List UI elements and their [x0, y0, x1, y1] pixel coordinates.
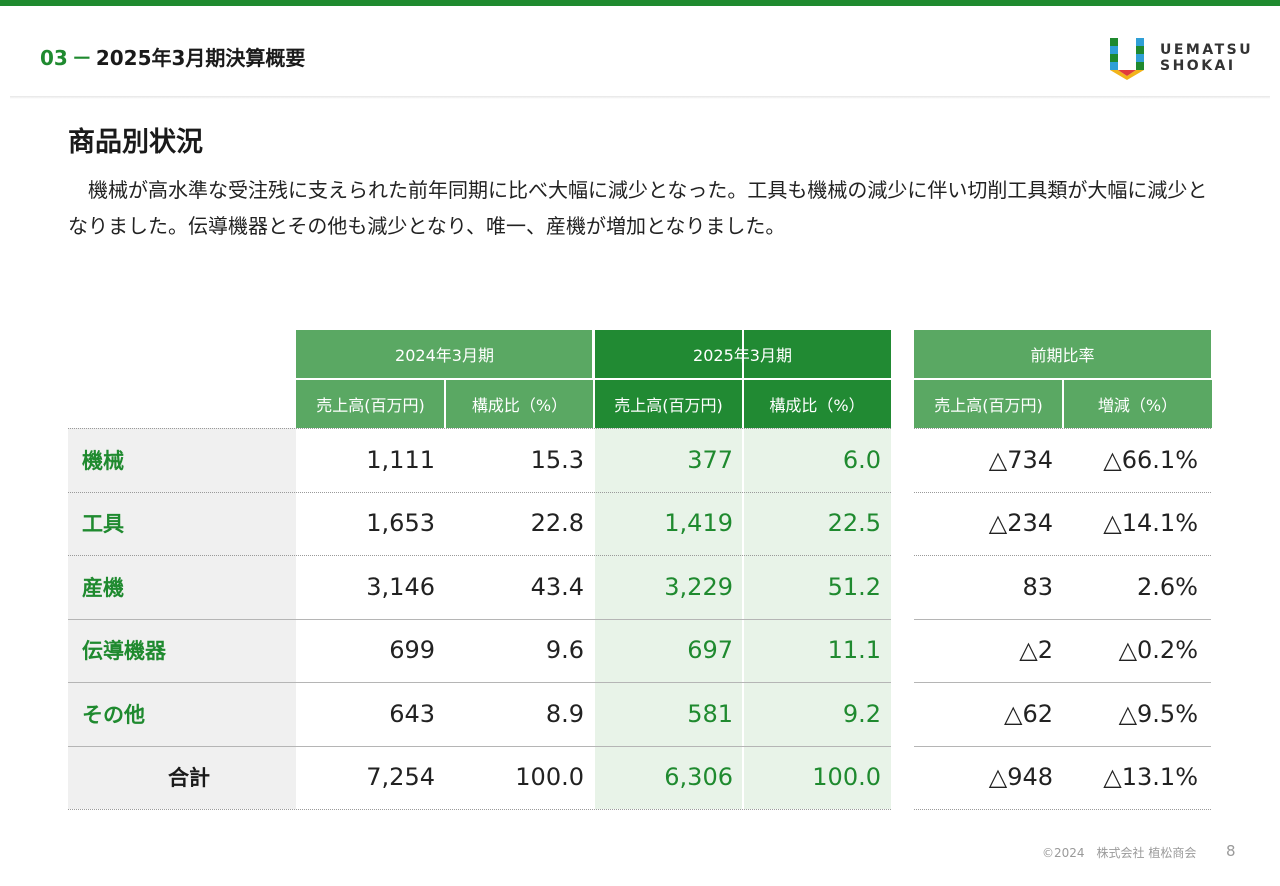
- table-cell: 1,419: [594, 491, 743, 555]
- header-gap: [594, 378, 891, 380]
- section-number: 03: [40, 46, 68, 70]
- table-cell: 699: [296, 618, 445, 682]
- column-separator: [593, 330, 595, 810]
- column-header: 増減（%）: [1063, 380, 1212, 428]
- row-divider: [68, 619, 891, 620]
- table-cell: 6.0: [743, 428, 891, 492]
- table-cell: △14.1%: [1063, 491, 1212, 555]
- slide-header: 03 － 2025年3月期決算概要 UEMATSU SHOKAI: [0, 6, 1280, 98]
- intro-paragraph: 機械が高水準な受注残に支えられた前年同期に比べ大幅に減少となった。工具も機械の減…: [68, 178, 1208, 238]
- logo-line-2: SHOKAI: [1160, 58, 1236, 74]
- top-accent-bar: [0, 0, 1280, 6]
- copyright-text: ©2024 株式会社 植松商会: [1042, 846, 1197, 860]
- table-cell: △2: [914, 618, 1063, 682]
- table-cell: 377: [594, 428, 743, 492]
- table-cell: 3,146: [296, 555, 445, 619]
- row-label: 伝導機器: [68, 618, 296, 682]
- page-heading: 商品別状況: [68, 127, 203, 158]
- row-label: 産機: [68, 555, 296, 619]
- company-logo: UEMATSU SHOKAI: [1110, 36, 1260, 82]
- table-cell: 22.8: [445, 491, 594, 555]
- row-divider: [914, 492, 1211, 493]
- table-cell: △66.1%: [1063, 428, 1212, 492]
- column-header: 構成比（%）: [445, 380, 594, 428]
- section-title: 03 － 2025年3月期決算概要: [40, 42, 305, 71]
- header-gap: [296, 378, 593, 380]
- table-cell: △62: [914, 682, 1063, 746]
- group-header-ratio: 前期比率: [914, 330, 1211, 378]
- header-gap: [914, 378, 1211, 380]
- table-cell: 22.5: [743, 491, 891, 555]
- total-row-label: 合計: [68, 745, 296, 809]
- section-dash: －: [71, 46, 92, 70]
- row-divider: [914, 428, 1211, 429]
- row-divider: [68, 555, 891, 556]
- group-header-2024: 2024年3月期: [296, 330, 593, 378]
- header-separator: [592, 330, 594, 378]
- row-label: その他: [68, 682, 296, 746]
- row-divider: [68, 492, 891, 493]
- row-divider: [914, 809, 1211, 810]
- table-cell: △734: [914, 428, 1063, 492]
- table-cell: 6,306: [594, 745, 743, 809]
- row-divider: [914, 555, 1211, 556]
- table-cell: 2.6%: [1063, 555, 1212, 619]
- table-cell: 1,111: [296, 428, 445, 492]
- page-number: 8: [1226, 842, 1236, 860]
- row-divider: [914, 619, 1211, 620]
- table-cell: 581: [594, 682, 743, 746]
- table-cell: 9.2: [743, 682, 891, 746]
- table-cell: 100.0: [743, 745, 891, 809]
- table-cell: 643: [296, 682, 445, 746]
- table-cell: 100.0: [445, 745, 594, 809]
- table-cell: 11.1: [743, 618, 891, 682]
- row-label: 工具: [68, 491, 296, 555]
- table-cell: 83: [914, 555, 1063, 619]
- section-title-text: 2025年3月期決算概要: [95, 46, 306, 70]
- logo-text: UEMATSU SHOKAI: [1160, 42, 1253, 74]
- column-header: 売上高(百万円): [296, 380, 445, 428]
- table-cell: 15.3: [445, 428, 594, 492]
- table-cell: 9.6: [445, 618, 594, 682]
- row-divider: [68, 428, 891, 429]
- table-cell: △9.5%: [1063, 682, 1212, 746]
- header-divider: [10, 96, 1270, 99]
- table-cell: 51.2: [743, 555, 891, 619]
- table-cell: 3,229: [594, 555, 743, 619]
- logo-line-1: UEMATSU: [1160, 42, 1254, 58]
- column-separator: [742, 330, 744, 810]
- row-divider: [68, 809, 891, 810]
- column-header: 売上高(百万円): [914, 380, 1063, 428]
- table-cell: 1,653: [296, 491, 445, 555]
- column-header: 売上高(百万円): [594, 380, 743, 428]
- row-divider: [68, 682, 891, 683]
- table-cell: △948: [914, 745, 1063, 809]
- table-cell: 43.4: [445, 555, 594, 619]
- table-cell: △0.2%: [1063, 618, 1212, 682]
- column-header: 構成比（%）: [743, 380, 891, 428]
- row-divider: [68, 746, 891, 747]
- table-cell: △234: [914, 491, 1063, 555]
- table-cell: 697: [594, 618, 743, 682]
- logo-mark-icon: [1110, 38, 1144, 80]
- header-separator: [1062, 380, 1064, 428]
- row-divider: [914, 746, 1211, 747]
- table-cell: △13.1%: [1063, 745, 1212, 809]
- table-cell: 8.9: [445, 682, 594, 746]
- table-cell: 7,254: [296, 745, 445, 809]
- row-divider: [914, 682, 1211, 683]
- row-label: 機械: [68, 428, 296, 492]
- column-separator: [444, 380, 446, 428]
